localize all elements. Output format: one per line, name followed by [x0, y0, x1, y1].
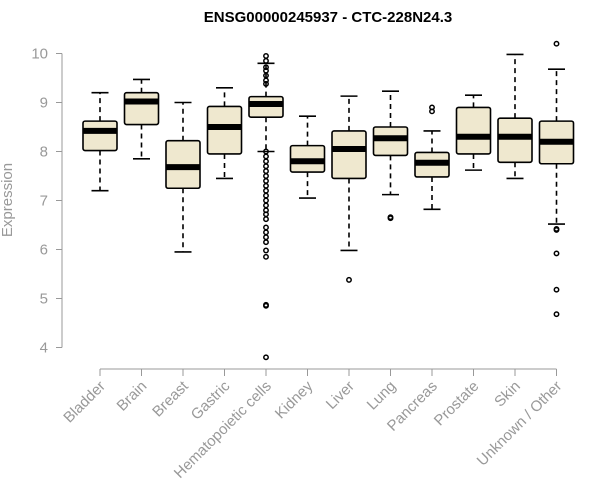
outlier-point: [263, 354, 269, 361]
outlier-point: [263, 163, 269, 170]
outlier-point: [263, 224, 269, 231]
x-tick-label: Breast: [149, 377, 192, 420]
outlier-point: [263, 229, 269, 236]
outlier-point: [263, 158, 269, 165]
outlier-point: [263, 153, 269, 160]
box: [331, 130, 367, 180]
outlier-point: [553, 311, 560, 318]
box-group: [538, 40, 575, 318]
outlier-point: [263, 67, 269, 74]
x-tick-label: Kidney: [272, 377, 317, 422]
box-group: [123, 78, 160, 160]
chart-title: ENSG00000245937 - CTC-228N24.3: [204, 9, 452, 26]
box: [206, 105, 243, 155]
outlier-point: [263, 77, 269, 84]
x-tick-label: Liver: [323, 378, 358, 413]
outlier-point: [263, 197, 269, 204]
outlier-point: [553, 40, 560, 47]
plot-area: [82, 40, 575, 361]
outlier-point: [263, 239, 269, 246]
outlier-point: [263, 202, 269, 209]
outlier-point: [553, 226, 560, 233]
y-tick-label: 9: [40, 95, 48, 112]
outlier-point: [263, 216, 269, 223]
x-tick-label: Lung: [364, 378, 400, 414]
outlier-point: [429, 108, 435, 115]
box-group: [248, 53, 284, 361]
box: [497, 117, 533, 164]
y-tick-label: 10: [31, 46, 48, 63]
box-group: [165, 101, 201, 253]
y-tick-label: 6: [40, 242, 48, 259]
outlier-point: [263, 57, 269, 64]
box-group: [372, 90, 409, 222]
box-group: [289, 115, 326, 199]
outlier-point: [263, 211, 269, 218]
outlier-point: [263, 247, 269, 254]
outlier-point: [346, 276, 352, 283]
box: [123, 91, 160, 126]
outlier-point: [263, 53, 269, 59]
outlier-point: [263, 192, 269, 199]
outlier-point: [553, 286, 560, 293]
outlier-point: [263, 173, 269, 179]
outlier-point: [263, 234, 269, 241]
outlier-point: [553, 250, 560, 257]
box: [455, 106, 492, 155]
y-tick-label: 4: [40, 340, 48, 357]
x-tick-label: Skin: [491, 378, 524, 411]
y-tick-label: 7: [40, 193, 48, 210]
x-tick-label: Prostate: [431, 378, 483, 430]
outlier-point: [263, 64, 269, 71]
box-group: [331, 95, 367, 283]
outlier-point: [263, 253, 269, 260]
box-group: [206, 87, 243, 180]
outlier-point: [263, 302, 269, 309]
y-axis-label: Expression: [0, 163, 16, 237]
box-group: [82, 91, 118, 192]
x-tick-label: Brain: [114, 378, 151, 415]
outlier-point: [263, 168, 269, 175]
box-group: [414, 104, 450, 211]
box-group: [497, 53, 533, 180]
box-group: [455, 94, 492, 171]
y-tick-label: 5: [40, 291, 48, 308]
y-tick-label: 8: [40, 144, 48, 161]
outlier-point: [387, 215, 394, 222]
box: [82, 120, 118, 152]
outlier-point: [263, 187, 269, 194]
y-axis: 4 5 6 7 8 9 10: [31, 46, 63, 357]
outlier-point: [263, 80, 269, 87]
x-tick-label: Bladder: [60, 378, 109, 427]
outlier-point: [263, 182, 269, 189]
outlier-point: [263, 177, 269, 184]
